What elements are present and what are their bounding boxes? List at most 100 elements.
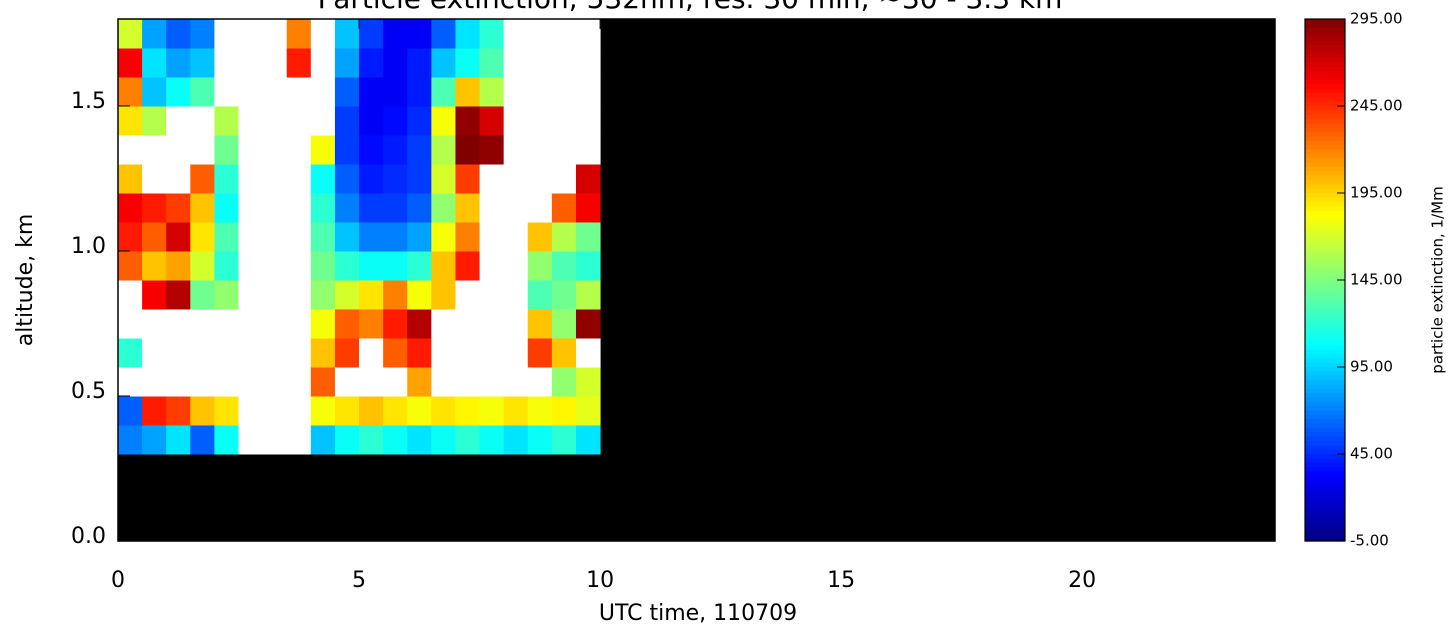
heatmap-cell bbox=[286, 425, 312, 455]
colorbar-swatch bbox=[1305, 449, 1345, 455]
heatmap-cell bbox=[527, 425, 553, 455]
colorbar-swatch bbox=[1305, 497, 1345, 503]
heatmap-cell bbox=[118, 338, 143, 368]
heatmap-cell bbox=[190, 193, 215, 223]
heatmap-cell bbox=[383, 106, 408, 136]
heatmap-cell bbox=[310, 222, 336, 252]
heatmap-cell bbox=[455, 164, 481, 194]
heatmap-cell bbox=[166, 77, 191, 107]
heatmap-cell bbox=[310, 396, 336, 426]
colorbar-swatch bbox=[1305, 362, 1345, 368]
heatmap-cell bbox=[527, 396, 553, 426]
heatmap-cell bbox=[262, 106, 288, 136]
heatmap-cell bbox=[383, 222, 408, 252]
heatmap-cell bbox=[359, 251, 384, 281]
colorbar-swatch bbox=[1305, 106, 1345, 111]
heatmap-cell bbox=[551, 309, 577, 339]
heatmap-cell bbox=[190, 425, 215, 455]
heatmap-cell bbox=[190, 367, 215, 397]
y-tick-label: 1.0 bbox=[71, 234, 106, 259]
heatmap-cell bbox=[118, 280, 143, 310]
colorbar-swatch bbox=[1305, 19, 1345, 24]
colorbar-swatch bbox=[1305, 101, 1345, 107]
colorbar-swatch bbox=[1305, 132, 1345, 138]
colorbar-swatch bbox=[1305, 188, 1345, 194]
colorbar-swatch bbox=[1305, 58, 1345, 64]
heatmap-cell bbox=[431, 106, 456, 136]
heatmap-cell bbox=[310, 280, 336, 310]
heatmap-cell bbox=[359, 135, 384, 165]
heatmap-cell bbox=[166, 309, 191, 339]
colorbar-swatch bbox=[1305, 249, 1345, 255]
colorbar-swatch bbox=[1305, 393, 1345, 399]
heatmap-cell bbox=[238, 425, 264, 455]
heatmap-cell bbox=[214, 193, 240, 223]
heatmap-cell bbox=[359, 48, 384, 78]
colorbar-swatch bbox=[1305, 53, 1345, 59]
heatmap-cell bbox=[359, 309, 384, 339]
heatmap-cell bbox=[262, 48, 288, 78]
y-tick-label: 0.5 bbox=[71, 379, 106, 404]
colorbar-swatch bbox=[1305, 158, 1345, 164]
heatmap-cell bbox=[431, 309, 456, 339]
colorbar-swatch bbox=[1305, 514, 1345, 520]
heatmap-cell bbox=[455, 338, 481, 368]
heatmap-cell bbox=[214, 251, 240, 281]
colorbar-swatch bbox=[1305, 475, 1345, 481]
colorbar-swatch bbox=[1305, 271, 1345, 277]
heatmap-cell bbox=[527, 367, 553, 397]
heatmap-cell bbox=[262, 77, 288, 107]
heatmap-cell bbox=[214, 367, 240, 397]
colorbar-swatch bbox=[1305, 110, 1345, 116]
heatmap-cell bbox=[190, 251, 215, 281]
colorbar-swatch bbox=[1305, 153, 1345, 159]
heatmap-cell bbox=[383, 396, 408, 426]
heatmap-cell bbox=[310, 309, 336, 339]
heatmap-cell bbox=[503, 425, 529, 455]
heatmap-cell bbox=[190, 338, 215, 368]
x-tick-label: 0 bbox=[111, 568, 125, 593]
colorbar-swatch bbox=[1305, 166, 1345, 172]
heatmap-cell bbox=[334, 106, 360, 136]
heatmap-cell bbox=[407, 309, 432, 339]
heatmap-cell bbox=[214, 425, 240, 455]
heatmap-cell bbox=[455, 251, 481, 281]
colorbar-swatch bbox=[1305, 171, 1345, 177]
heatmap-cell bbox=[383, 193, 408, 223]
heatmap-cell bbox=[238, 48, 264, 78]
colorbar-tick-label: 245.00 bbox=[1350, 97, 1403, 115]
heatmap-cell bbox=[551, 222, 577, 252]
heatmap-cell bbox=[455, 425, 481, 455]
heatmap-cell bbox=[142, 193, 167, 223]
heatmap-cell bbox=[262, 338, 288, 368]
heatmap-cell bbox=[262, 251, 288, 281]
colorbar-swatch bbox=[1305, 206, 1345, 211]
heatmap-cell bbox=[166, 251, 191, 281]
heatmap-cell bbox=[575, 280, 601, 310]
heatmap-cell bbox=[359, 222, 384, 252]
heatmap-cell bbox=[262, 135, 288, 165]
heatmap-cell bbox=[286, 106, 312, 136]
heatmap-cell bbox=[551, 135, 577, 165]
heatmap-cell bbox=[214, 222, 240, 252]
heatmap-cell bbox=[383, 425, 408, 455]
heatmap-cell bbox=[286, 338, 312, 368]
heatmap-cell bbox=[238, 251, 264, 281]
colorbar-swatch bbox=[1305, 214, 1345, 220]
heatmap-cell bbox=[479, 396, 505, 426]
heatmap-cell bbox=[551, 251, 577, 281]
heatmap-cell bbox=[166, 135, 191, 165]
heatmap-cell bbox=[334, 367, 360, 397]
heatmap-cell bbox=[455, 77, 481, 107]
heatmap-cell bbox=[407, 164, 432, 194]
heatmap-cell bbox=[359, 367, 384, 397]
heatmap-cell bbox=[286, 135, 312, 165]
heatmap-cell bbox=[407, 425, 432, 455]
heatmap-cell bbox=[455, 309, 481, 339]
x-tick-label: 10 bbox=[586, 568, 614, 593]
colorbar-swatch bbox=[1305, 136, 1345, 142]
heatmap-cell bbox=[479, 77, 505, 107]
heatmap-cell bbox=[575, 396, 601, 426]
heatmap-cell bbox=[575, 164, 601, 194]
